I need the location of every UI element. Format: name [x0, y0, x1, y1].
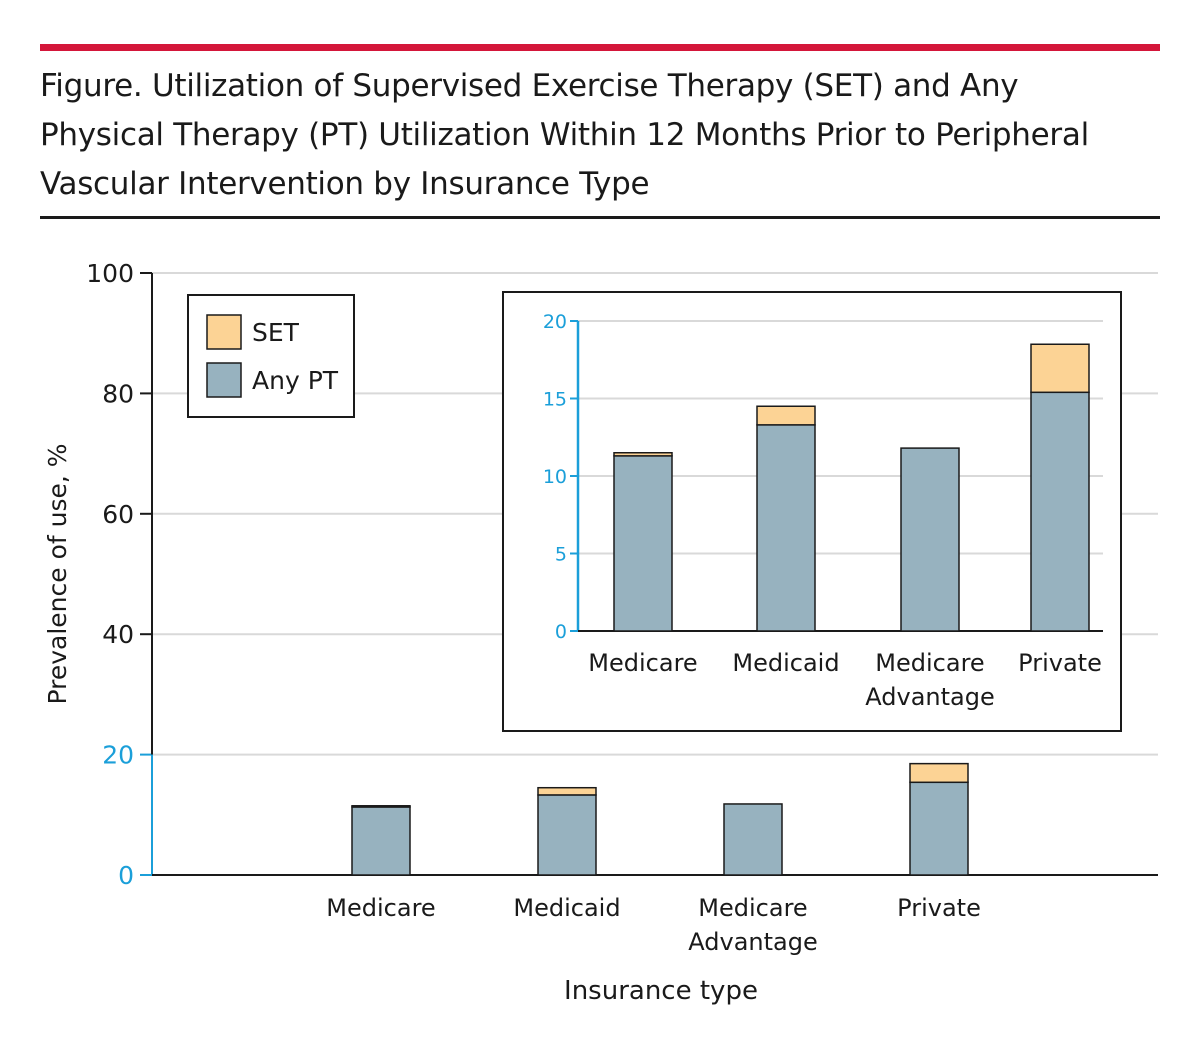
legend-swatch — [206, 314, 242, 350]
y-tick-label: 20 — [102, 741, 134, 770]
legend — [187, 294, 355, 418]
inset-y-tick-label: 5 — [555, 544, 567, 566]
main-bar-any-pt-3 — [909, 781, 969, 876]
title-rule — [40, 216, 1160, 219]
inset-bar-set-3 — [1030, 343, 1090, 394]
accent-rule — [40, 44, 1160, 51]
main-x-tick-label-1: Medicaid — [513, 894, 620, 922]
main-x-tick-label-0: Medicare — [326, 894, 435, 922]
inset-bar-any-pt-3 — [1030, 391, 1090, 632]
y-tick-label: 100 — [86, 259, 134, 288]
inset-bar-set-0 — [613, 452, 673, 457]
main-x-tick-label-2: Medicare — [698, 894, 807, 922]
inset-bar-any-pt-1 — [756, 424, 816, 632]
y-tick-label: 60 — [102, 500, 134, 529]
inset-y-tick-label: 10 — [543, 466, 567, 488]
main-bar-set-3 — [909, 762, 969, 784]
main-bar-any-pt-2 — [723, 803, 783, 876]
inset-x-tick-label-3: Private — [1018, 649, 1102, 677]
legend-swatch — [206, 362, 242, 398]
legend-label: Any PT — [252, 366, 339, 395]
x-axis-title: Insurance type — [564, 976, 758, 1006]
inset-y-tick-label: 20 — [543, 311, 567, 333]
main-x-tick-label-3: Private — [897, 894, 981, 922]
main-bar-any-pt-1 — [537, 794, 597, 876]
inset-bar-any-pt-0 — [613, 455, 673, 632]
inset-bar-any-pt-2 — [900, 447, 960, 632]
legend-label: SET — [252, 318, 300, 347]
inset-y-tick-label: 15 — [543, 389, 567, 411]
inset-x-tick-label-1: Medicaid — [732, 649, 839, 677]
figure-title: Figure. Utilization of Supervised Exerci… — [40, 68, 1089, 202]
main-bar-set-0 — [351, 805, 411, 808]
main-x-tick-label-2: Advantage — [688, 928, 817, 956]
inset-y-tick-label: 0 — [555, 621, 567, 643]
inset-x-tick-label-2: Medicare — [875, 649, 984, 677]
inset-bar-set-1 — [756, 405, 816, 426]
inset-x-tick-label-2: Advantage — [865, 683, 994, 711]
y-tick-label: 40 — [102, 620, 134, 649]
y-tick-label: 0 — [118, 861, 134, 890]
y-axis-title: Prevalence of use, % — [43, 443, 72, 704]
main-bar-set-1 — [537, 786, 597, 796]
main-bar-any-pt-0 — [351, 806, 411, 876]
y-tick-label: 80 — [102, 379, 134, 408]
inset-x-tick-label-0: Medicare — [588, 649, 697, 677]
